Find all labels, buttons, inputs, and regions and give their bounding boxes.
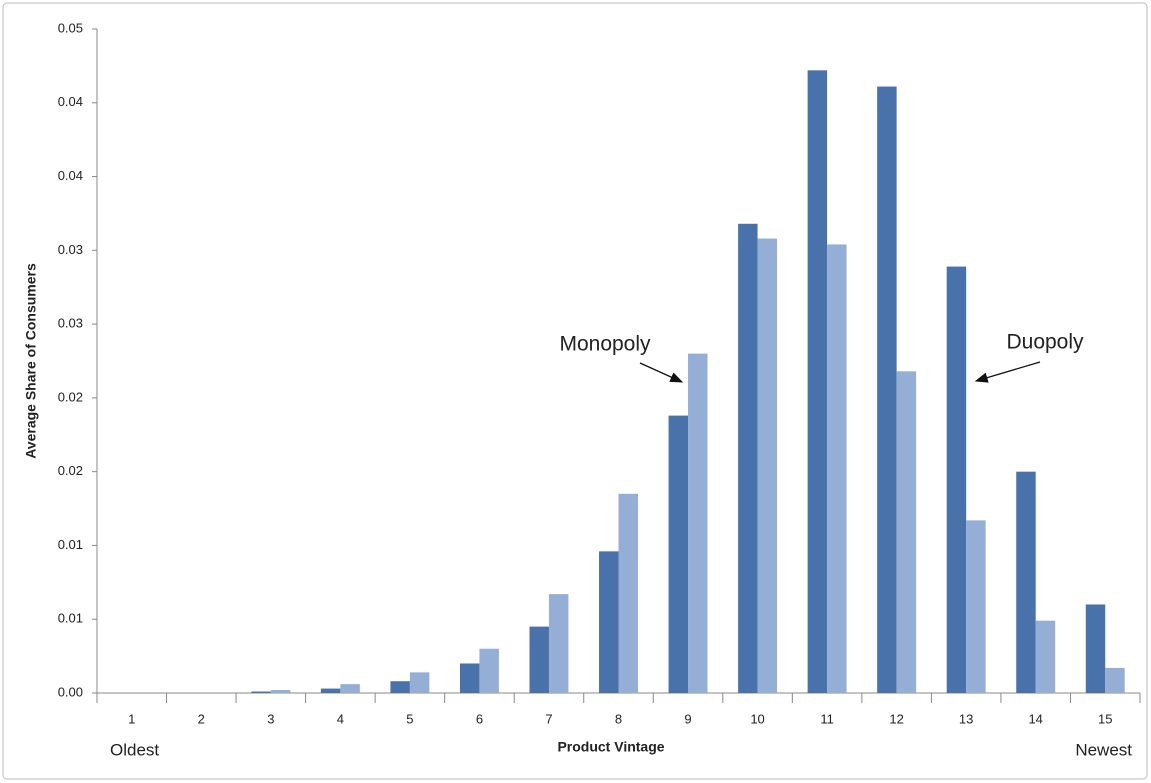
bar bbox=[807, 70, 828, 693]
duopoly-arrow bbox=[974, 361, 1041, 383]
y-tick-label: 0.02 bbox=[58, 389, 83, 404]
bar bbox=[1085, 604, 1106, 693]
bar bbox=[599, 551, 619, 693]
bar bbox=[1035, 620, 1056, 693]
y-axis-title: Average Share of Consumers bbox=[23, 263, 39, 459]
bar bbox=[270, 690, 291, 693]
bar bbox=[548, 594, 569, 693]
y-tick-label: 0.03 bbox=[58, 316, 83, 331]
x-tick-label: 6 bbox=[476, 711, 483, 726]
y-tick-label: 0.00 bbox=[58, 684, 83, 699]
bar bbox=[390, 681, 410, 693]
x-tick-label: 15 bbox=[1098, 711, 1112, 726]
monopoly-annotation: Monopoly bbox=[559, 333, 651, 356]
x-tick-label: 12 bbox=[889, 711, 903, 726]
oldest-label: Oldest bbox=[110, 740, 159, 759]
bar bbox=[757, 238, 778, 694]
y-tick-label: 0.05 bbox=[58, 20, 83, 35]
bar bbox=[251, 691, 271, 693]
bar bbox=[668, 415, 689, 693]
bar bbox=[529, 626, 549, 693]
bar bbox=[896, 371, 917, 693]
y-tick-label: 0.04 bbox=[58, 168, 83, 183]
y-tick-label: 0.02 bbox=[58, 463, 83, 478]
x-tick-label: 7 bbox=[545, 711, 552, 726]
y-tick-label: 0.01 bbox=[58, 537, 83, 552]
duopoly-annotation: Duopoly bbox=[1006, 331, 1084, 354]
x-tick-label: 13 bbox=[959, 711, 973, 726]
x-tick-label: 1 bbox=[128, 711, 135, 726]
bar bbox=[320, 688, 341, 693]
monopoly-arrow bbox=[639, 362, 684, 383]
x-tick-label: 10 bbox=[750, 711, 764, 726]
x-axis-title: Product Vintage bbox=[557, 739, 664, 755]
bar bbox=[409, 672, 430, 693]
bar bbox=[738, 223, 758, 694]
y-tick-label: 0.01 bbox=[58, 611, 83, 626]
bar bbox=[966, 520, 986, 693]
x-tick-label: 5 bbox=[406, 711, 413, 726]
x-tick-label: 8 bbox=[615, 711, 622, 726]
newest-label: Newest bbox=[1075, 740, 1132, 759]
y-tick-label: 0.04 bbox=[58, 94, 83, 109]
bar bbox=[618, 493, 638, 693]
bar bbox=[459, 663, 480, 693]
x-tick-label: 4 bbox=[337, 711, 344, 726]
bar bbox=[340, 684, 360, 693]
x-tick-label: 3 bbox=[267, 711, 274, 726]
x-tick-label: 14 bbox=[1028, 711, 1042, 726]
y-tick-label: 0.03 bbox=[58, 242, 83, 257]
bar bbox=[1105, 667, 1125, 693]
bar bbox=[479, 648, 499, 693]
bar bbox=[877, 86, 897, 693]
bar bbox=[946, 266, 967, 693]
x-tick-label: 2 bbox=[198, 711, 205, 726]
x-tick-label: 9 bbox=[684, 711, 691, 726]
bar bbox=[1016, 471, 1036, 693]
bar bbox=[688, 353, 708, 693]
x-tick-label: 11 bbox=[820, 711, 834, 726]
bar bbox=[827, 244, 847, 694]
